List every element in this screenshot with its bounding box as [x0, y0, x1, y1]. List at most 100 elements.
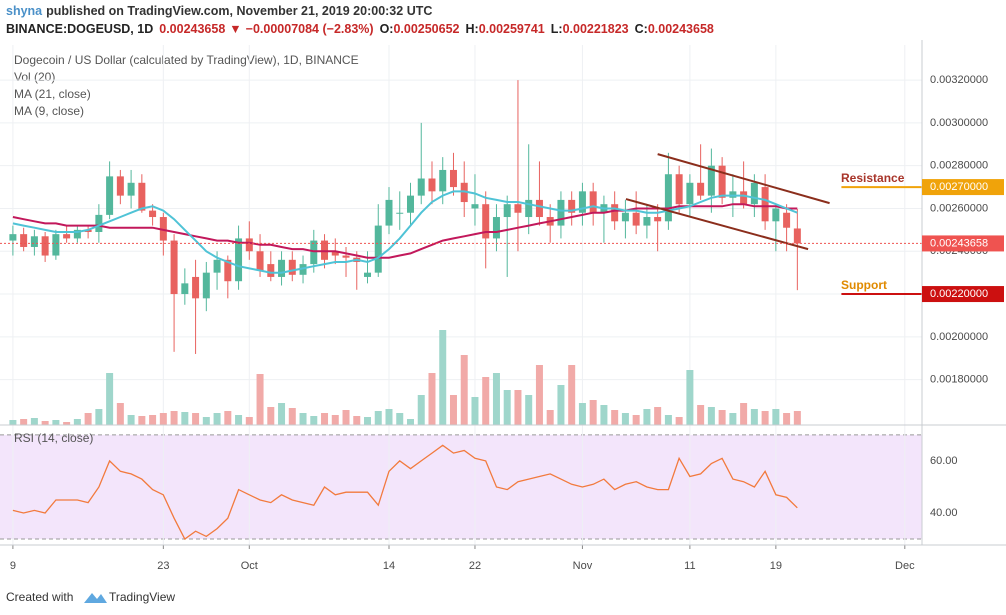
price-line-label: Support: [841, 278, 887, 292]
price-box-label: 0.00220000: [930, 288, 988, 300]
candle-body: [321, 240, 329, 260]
x-tick-label: 23: [157, 560, 169, 572]
ohlc-value: 0.00221823: [563, 22, 629, 36]
volume-bar: [235, 415, 243, 425]
candle-body: [686, 182, 694, 205]
rsi-line: [12, 444, 798, 540]
header-line: shyna published on TradingView.com, Novem…: [6, 4, 432, 18]
volume-bar: [278, 403, 286, 425]
candle-body: [95, 214, 103, 233]
candle-body: [707, 165, 715, 196]
candle-body: [63, 234, 71, 239]
volume-bar: [621, 413, 629, 425]
candle-body: [202, 272, 210, 299]
volume-bar: [761, 411, 769, 425]
ma-line: [12, 203, 798, 259]
series-legend: MA (21, close): [14, 87, 91, 101]
candle-body: [73, 229, 81, 239]
price-box-label: 0.00270000: [930, 181, 988, 193]
volume-bar: [20, 419, 28, 425]
volume-bar: [138, 416, 146, 425]
candle-body: [632, 212, 640, 226]
volume-bar: [600, 405, 608, 425]
volume-bar: [364, 417, 372, 425]
y-tick-label: 0.00320000: [930, 74, 988, 86]
volume-bar: [52, 420, 60, 425]
volume-bar: [170, 411, 178, 425]
candle-body: [278, 259, 286, 277]
candle-body: [621, 212, 629, 222]
volume-bar: [729, 413, 737, 425]
candle-body: [52, 234, 60, 256]
volume-bar: [740, 403, 748, 425]
ohlc-label: L:: [551, 22, 563, 36]
candle-body: [697, 182, 705, 196]
volume-bar: [675, 417, 683, 425]
volume-bar: [396, 413, 404, 425]
candle-body: [535, 199, 543, 218]
candle-body: [611, 204, 619, 222]
ohlc-label: O:: [380, 22, 394, 36]
volume-bar: [192, 413, 200, 425]
candle-body: [256, 251, 264, 271]
volume-bar: [63, 422, 71, 425]
candle-body: [159, 217, 167, 241]
volume-bar: [245, 417, 253, 425]
candle-body: [654, 217, 662, 222]
candle-body: [310, 240, 318, 265]
volume-bar: [664, 415, 672, 425]
arrow: ▼: [229, 22, 241, 36]
volume-bar: [535, 365, 543, 425]
candle-body: [116, 176, 124, 196]
volume-bar: [611, 410, 619, 425]
rsi-legend: RSI (14, close): [14, 431, 93, 445]
author: shyna: [6, 4, 43, 18]
volume-bar: [707, 407, 715, 425]
x-tick-label: 19: [770, 560, 782, 572]
volume-bar: [439, 330, 447, 425]
candle-body: [299, 264, 307, 275]
volume-bar: [106, 373, 114, 425]
candle-body: [525, 199, 533, 218]
volume-bar: [449, 395, 457, 425]
candle-body: [568, 199, 576, 213]
volume-bar: [525, 395, 533, 425]
candle-body: [449, 169, 457, 188]
candle-body: [729, 191, 737, 198]
candle-body: [557, 199, 565, 226]
ohlc-label: C:: [635, 22, 648, 36]
candle-body: [664, 174, 672, 222]
volume-bar: [406, 419, 414, 425]
volume-bar: [321, 413, 329, 425]
series-legend: MA (9, close): [14, 104, 84, 118]
price-box: [922, 179, 1004, 196]
volume-bar: [514, 390, 522, 425]
candle-body: [783, 212, 791, 228]
footer-brand: TradingView: [109, 590, 175, 604]
volume-bar: [9, 420, 17, 425]
candle-body: [364, 272, 372, 277]
ohlc-value: 0.00243658: [648, 22, 714, 36]
change: −0.00007084 (−2.83%): [246, 22, 374, 36]
volume-bar: [288, 408, 296, 425]
volume-bar: [632, 415, 640, 425]
ohlc-value: 0.00250652: [393, 22, 459, 36]
volume-bar: [492, 373, 500, 425]
volume-bar: [353, 416, 361, 425]
y-tick-label: 0.00280000: [930, 160, 988, 172]
volume-bar: [557, 385, 565, 425]
x-tick-label: Dec: [895, 560, 915, 572]
price-box: [922, 286, 1004, 303]
candle-body: [514, 204, 522, 213]
volume-bar: [299, 413, 307, 425]
price-box: [922, 235, 1004, 252]
footer: Created with TradingView: [6, 590, 175, 604]
volume-bar: [342, 410, 350, 425]
candle-body: [385, 199, 393, 226]
candle-body: [192, 276, 200, 299]
volume-bar: [116, 403, 124, 425]
volume-bar: [772, 409, 780, 425]
candle-body: [428, 178, 436, 192]
candle-body: [30, 236, 38, 247]
